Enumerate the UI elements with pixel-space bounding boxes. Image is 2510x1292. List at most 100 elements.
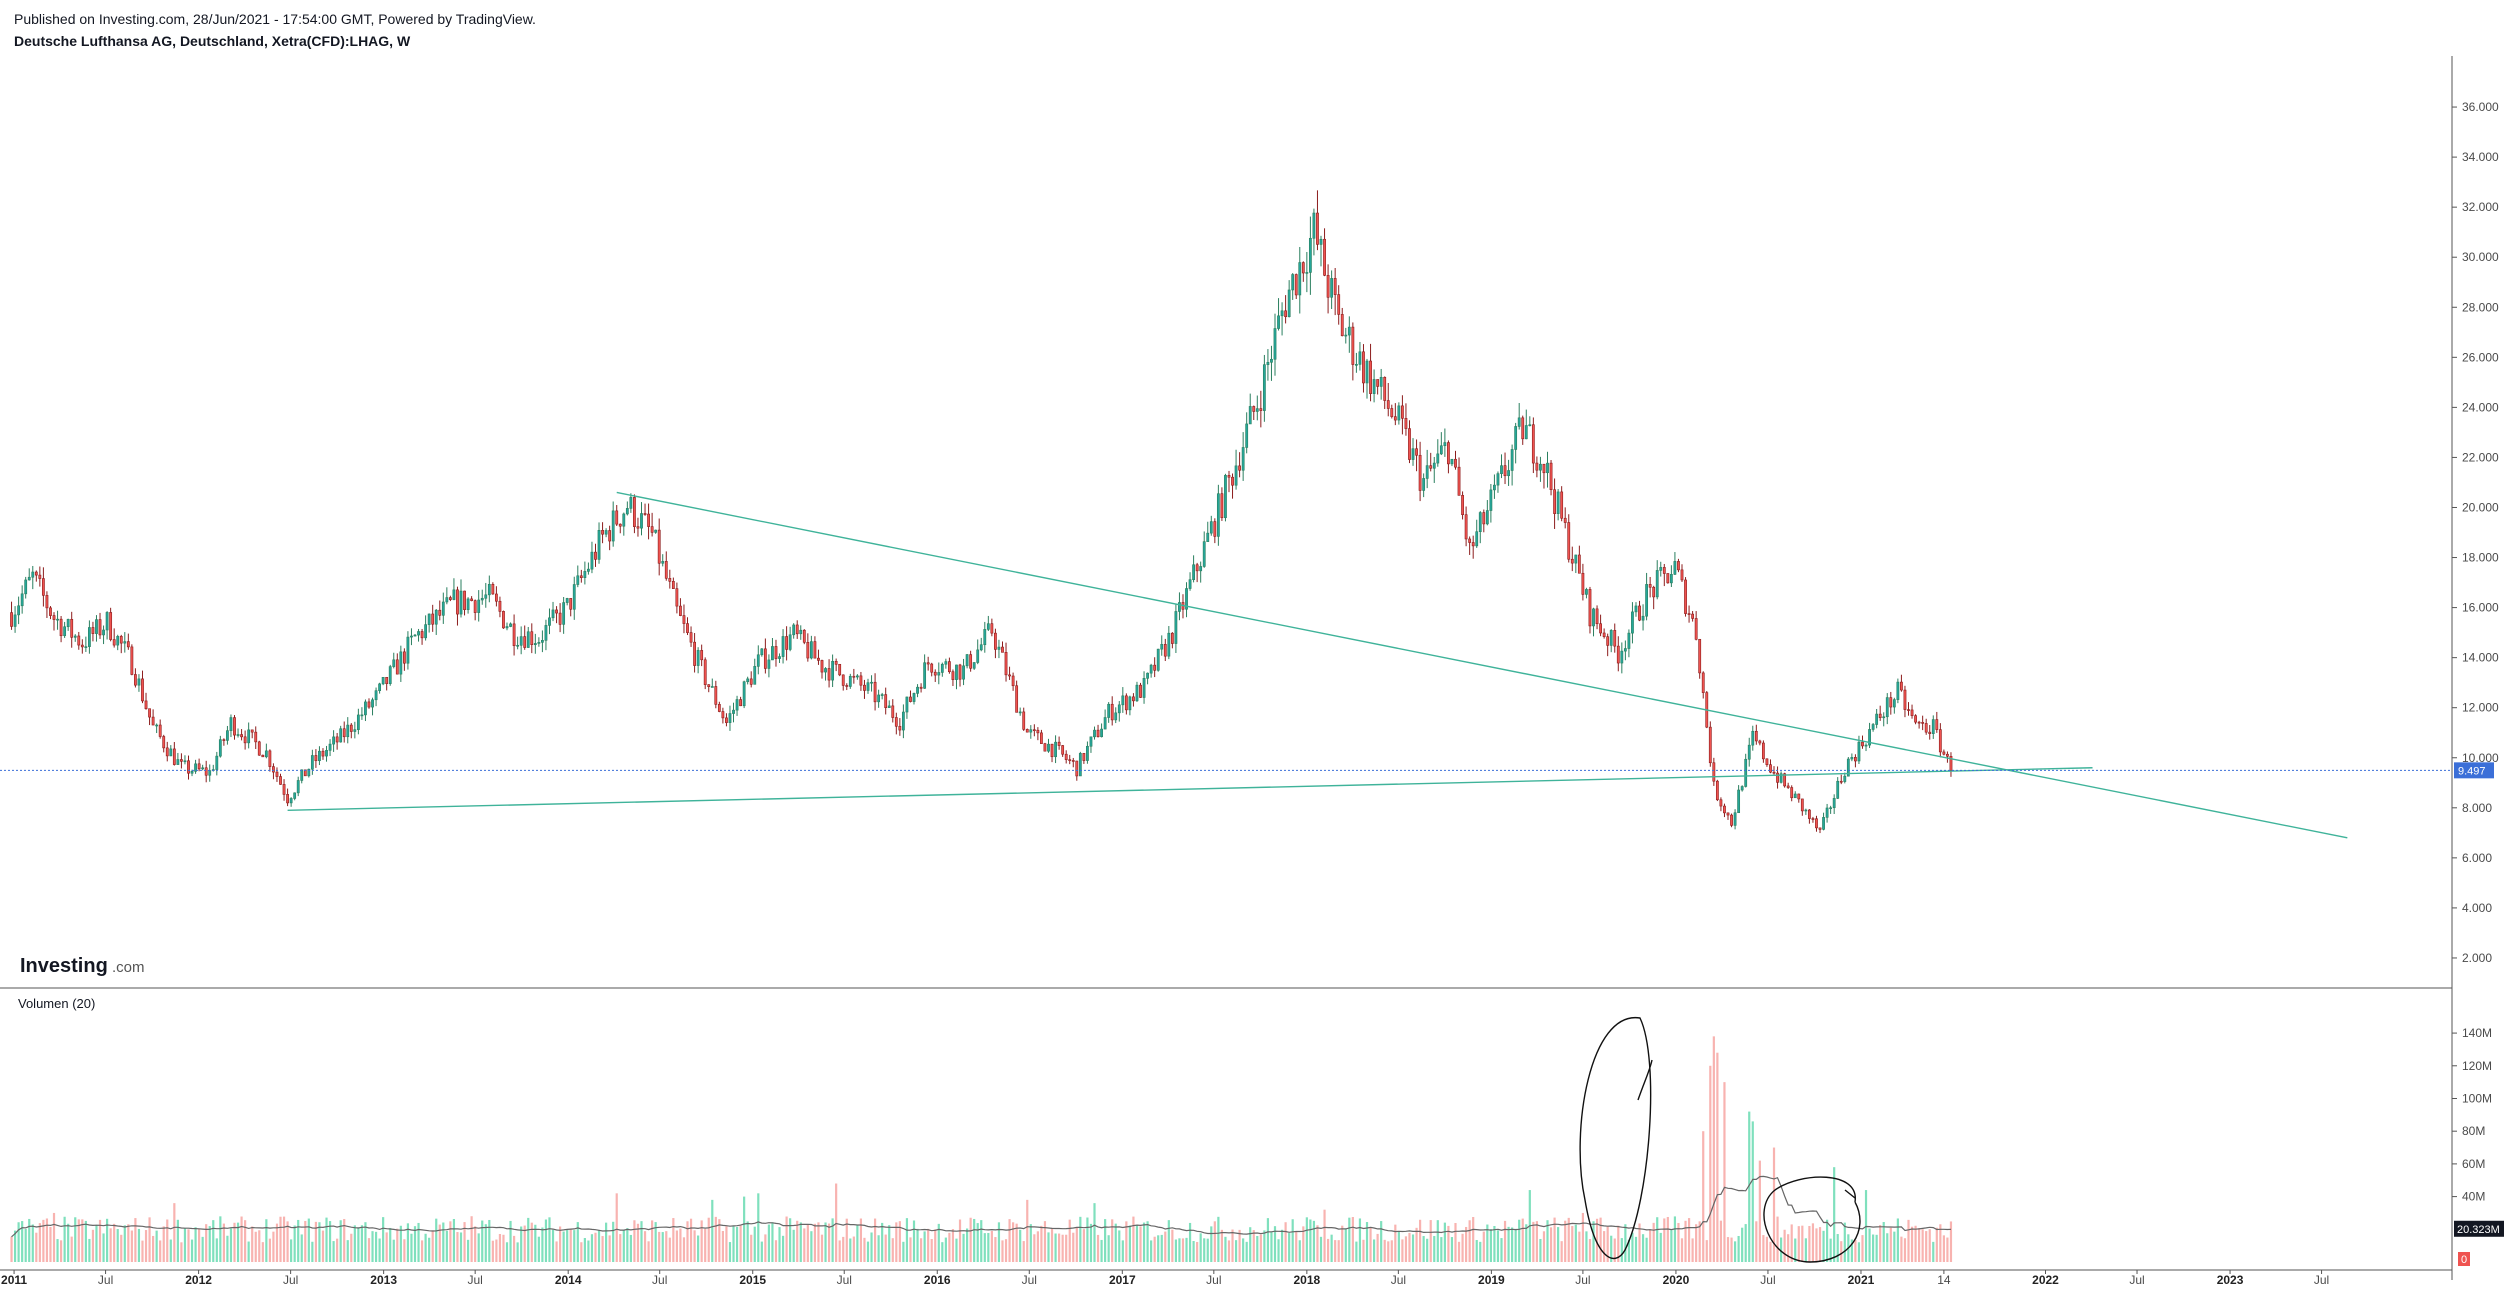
candle-body <box>1011 675 1015 687</box>
volume-bar <box>537 1236 540 1262</box>
volume-bar <box>934 1229 937 1262</box>
volume-bar <box>1178 1238 1181 1262</box>
price-tick-label: 24.000 <box>2462 400 2499 414</box>
volume-bar <box>247 1241 250 1262</box>
volume-bar <box>127 1224 130 1262</box>
candle-body <box>1121 695 1125 706</box>
time-tick-label: 2022 <box>2032 1273 2059 1287</box>
candle-body <box>1227 475 1231 478</box>
volume-bar <box>1305 1217 1308 1262</box>
volume-bar <box>201 1236 204 1262</box>
volume-bar <box>1772 1147 1776 1262</box>
candle-body <box>1386 400 1390 409</box>
volume-bar <box>728 1242 732 1262</box>
volume-bar <box>856 1224 859 1262</box>
candle-body <box>1854 757 1857 762</box>
price-tick-label: 16.000 <box>2462 601 2499 615</box>
volume-bar <box>1755 1221 1758 1262</box>
volume-bar <box>190 1239 194 1262</box>
candle-body <box>1723 805 1726 814</box>
candle-body <box>990 623 994 634</box>
volume-bar <box>923 1231 926 1262</box>
volume-bar <box>732 1226 735 1262</box>
volume-bar <box>1932 1241 1935 1262</box>
volume-bar <box>95 1225 98 1262</box>
volume-bar <box>1337 1240 1340 1262</box>
volume-bar <box>1592 1221 1595 1262</box>
volume-bar <box>704 1228 707 1262</box>
candle-body <box>385 676 389 684</box>
volume-bar <box>636 1223 640 1262</box>
volume-bar <box>456 1232 459 1262</box>
volume-bar <box>120 1234 123 1262</box>
volume-bar <box>774 1240 778 1262</box>
volume-bar <box>1380 1221 1383 1262</box>
volume-bar <box>1192 1241 1195 1262</box>
candle-body <box>1457 466 1461 496</box>
candle-body <box>137 678 141 686</box>
candle-body <box>1507 470 1510 477</box>
volume-bar <box>1429 1220 1432 1262</box>
candle-body <box>576 575 580 585</box>
volume-bar <box>205 1224 208 1262</box>
volume-bar <box>470 1216 473 1262</box>
volume-bar <box>275 1223 279 1262</box>
volume-bar <box>555 1241 558 1262</box>
volume-bar <box>1411 1234 1415 1262</box>
candle-body <box>1747 744 1751 760</box>
time-tick-label: Jul <box>283 1273 298 1287</box>
volume-bar <box>1886 1233 1889 1262</box>
volume-bar <box>743 1196 746 1262</box>
volume-bar <box>1868 1228 1871 1262</box>
time-tick-label: Jul <box>1022 1273 1037 1287</box>
volume-bar <box>488 1219 491 1262</box>
volume-bar <box>1033 1234 1036 1262</box>
candle-body <box>1659 567 1663 571</box>
volume-bar <box>67 1223 70 1262</box>
candle-body <box>1691 613 1695 619</box>
candle-body <box>1209 521 1213 534</box>
candle-body <box>1875 713 1879 725</box>
candle-body <box>144 700 148 709</box>
volume-bar <box>658 1231 661 1262</box>
candle-body <box>310 755 314 770</box>
candle-body <box>321 750 325 757</box>
volume-bar <box>1309 1219 1312 1262</box>
volume-bar <box>1811 1223 1815 1262</box>
volume-bar <box>725 1226 728 1262</box>
candle-body <box>1553 489 1556 514</box>
volume-bar <box>707 1217 710 1262</box>
volume-bar <box>452 1218 456 1262</box>
candle-body <box>873 681 877 703</box>
candle-body <box>1641 615 1645 621</box>
volume-bar <box>1174 1239 1177 1262</box>
candle-body <box>293 792 297 799</box>
candle-body <box>1560 491 1564 519</box>
candle-body <box>1662 567 1666 574</box>
candle-body <box>1808 809 1811 819</box>
candle-body <box>555 609 558 614</box>
volume-bar <box>1004 1239 1008 1262</box>
volume-bar <box>1521 1218 1524 1262</box>
volume-bar <box>1818 1227 1822 1262</box>
candle-body <box>817 657 820 661</box>
volume-bar <box>1142 1222 1146 1262</box>
candle-body <box>725 717 728 723</box>
candle-body <box>1057 741 1061 746</box>
volume-tick-label: 100M <box>2462 1091 2492 1105</box>
candle-body <box>1517 417 1521 427</box>
candle-body <box>1163 644 1167 657</box>
volume-bar <box>1227 1240 1231 1262</box>
price-tick-label: 32.000 <box>2462 200 2499 214</box>
candle-body <box>1015 685 1019 713</box>
volume-bar <box>336 1238 339 1262</box>
volume-bar <box>1298 1240 1301 1262</box>
candle-body <box>1287 289 1291 318</box>
candle-body <box>898 725 902 731</box>
candle-body <box>1815 818 1818 829</box>
volume-bar <box>236 1222 240 1262</box>
candle-body <box>1110 703 1114 721</box>
candle-body <box>1885 697 1889 718</box>
volume-bar <box>803 1228 806 1262</box>
